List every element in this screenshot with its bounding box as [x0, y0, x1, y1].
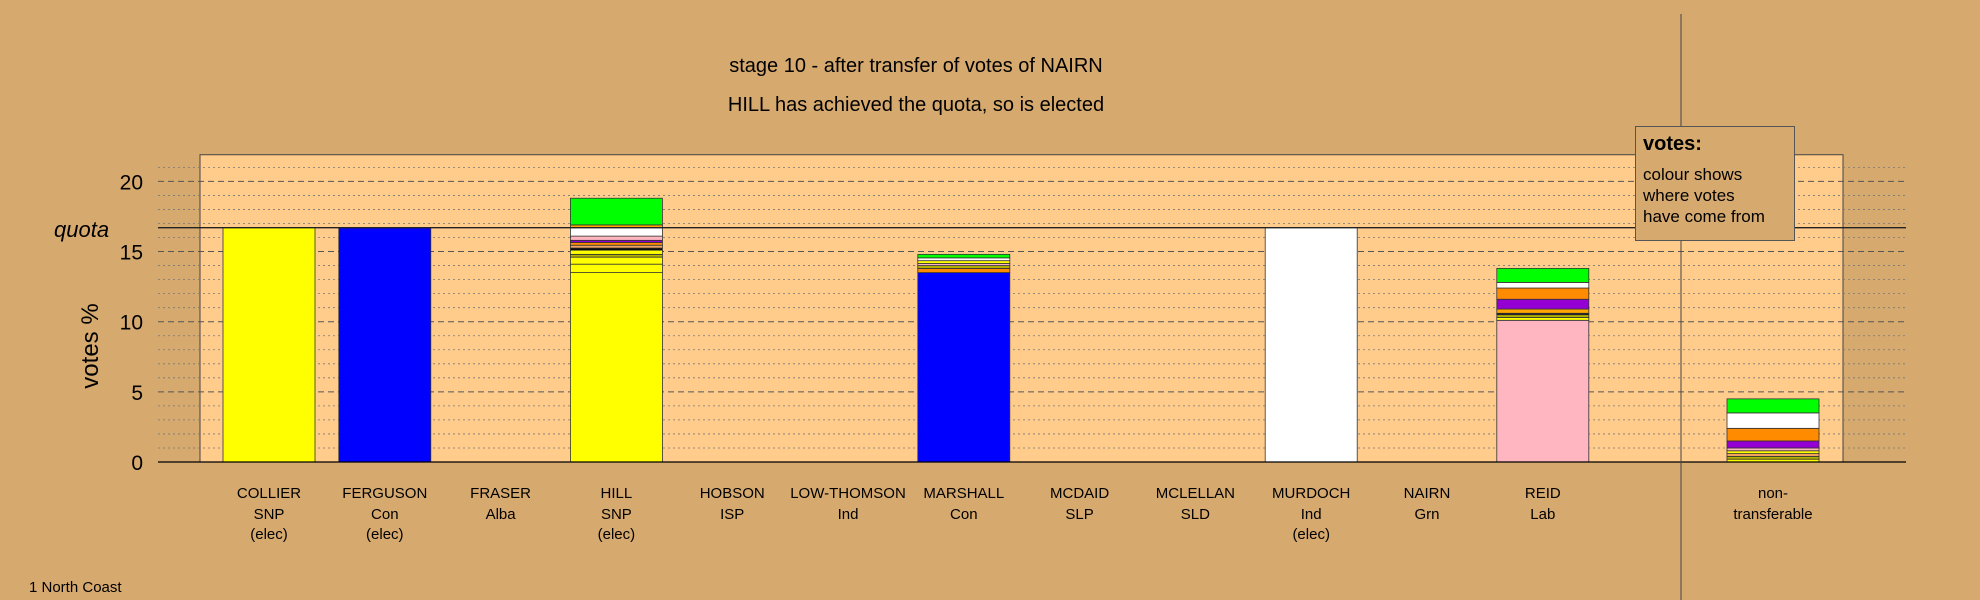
nontransferable-label-2: transferable	[1733, 506, 1812, 523]
y-tick-label: 5	[131, 382, 143, 405]
bar-segment-murdoch	[1264, 227, 1358, 463]
bar-segment-nontransferable	[1726, 440, 1820, 449]
bar-segment-hill	[570, 244, 663, 249]
nontransferable-label-1: non-	[1758, 485, 1788, 502]
candidate-name-label: MCDAID	[1050, 485, 1109, 502]
candidate-party-label: Ind	[838, 506, 859, 523]
legend-box: votes: colour shows where votes have com…	[1635, 126, 1795, 241]
chart-subtitle: HILL has achieved the quota, so is elect…	[728, 94, 1104, 116]
y-tick-label: 0	[131, 452, 143, 475]
bar-segment-nontransferable	[1726, 398, 1820, 414]
bar-segment-marshall	[917, 260, 1011, 264]
candidate-party-label: ISP	[720, 506, 744, 523]
bar-segment-hill	[570, 227, 663, 237]
bar-segment-hill	[570, 235, 663, 241]
quota-label: quota	[54, 217, 109, 242]
candidate-name-label: REID	[1525, 485, 1561, 502]
bar-segment-hill	[570, 272, 663, 463]
y-axis-label: votes %	[77, 303, 104, 388]
y-tick-label: 15	[120, 242, 143, 265]
bar-segment-hill	[570, 256, 663, 265]
bar-segment-hill	[570, 197, 663, 226]
bar-segment-ferguson	[338, 227, 432, 463]
bar-segment-hill	[570, 242, 663, 246]
bar-segment-nontransferable	[1726, 447, 1820, 452]
bar-segment-collier	[222, 227, 316, 463]
candidate-name-label: NAIRN	[1404, 485, 1451, 502]
candidate-name-label: MCLELLAN	[1156, 485, 1235, 502]
bar-segment-marshall	[917, 253, 1011, 259]
bar-segment-marshall	[917, 272, 1011, 463]
bar-segment-hill	[570, 253, 663, 258]
bar-segment-nontransferable	[1726, 453, 1820, 457]
y-tick-label: 20	[120, 171, 143, 194]
footer-constituency: 1 North Coast	[29, 579, 122, 596]
bar-segment-nontransferable	[1726, 412, 1820, 429]
bar-segment-nontransferable	[1726, 455, 1820, 460]
candidate-name-label: HOBSON	[700, 485, 765, 502]
candidate-party-label: Lab	[1530, 506, 1555, 523]
bar-segment-reid	[1496, 319, 1590, 463]
candidate-party-label: Ind	[1301, 506, 1322, 523]
candidate-name-label: MURDOCH	[1272, 485, 1350, 502]
bar-segment-reid	[1496, 267, 1590, 283]
candidate-status-label: (elec)	[250, 526, 288, 543]
bar-segment-hill	[570, 263, 663, 273]
bar-segment-reid	[1496, 314, 1590, 318]
legend-title: votes:	[1643, 133, 1702, 155]
candidate-party-label: SLP	[1065, 506, 1093, 523]
y-tick-label: 10	[120, 312, 143, 335]
bar-segment-reid	[1496, 317, 1590, 321]
candidate-name-label: COLLIER	[237, 485, 301, 502]
candidate-party-label: SNP	[601, 506, 632, 523]
bar-segment-nontransferable	[1726, 427, 1820, 442]
candidate-party-label: Con	[371, 506, 399, 523]
candidate-name-label: LOW-THOMSON	[790, 485, 906, 502]
bar-segment-marshall	[917, 267, 1011, 273]
bar-segment-reid	[1496, 282, 1590, 289]
bar-segment-reid	[1496, 298, 1590, 310]
chart-title: stage 10 - after transfer of votes of NA…	[729, 55, 1103, 77]
plot-panel	[199, 154, 1844, 463]
candidate-party-label: Alba	[486, 506, 517, 523]
candidate-name-label: HILL	[601, 485, 633, 502]
bar-segment-marshall	[917, 265, 1011, 269]
bar-segment-reid	[1496, 308, 1590, 314]
bar-segment-reid	[1496, 287, 1590, 300]
candidate-party-label: SLD	[1181, 506, 1210, 523]
bar-segment-marshall	[917, 257, 1011, 262]
bar-segment-hill	[570, 249, 663, 255]
candidate-party-label: SNP	[254, 506, 285, 523]
candidate-name-label: FERGUSON	[342, 485, 427, 502]
legend-line-3: have come from	[1643, 207, 1765, 226]
candidate-party-label: Grn	[1414, 506, 1439, 523]
candidate-name-label: MARSHALL	[923, 485, 1004, 502]
candidate-party-label: Con	[950, 506, 978, 523]
candidate-status-label: (elec)	[366, 526, 404, 543]
candidate-name-label: FRASER	[470, 485, 531, 502]
bar-segment-nontransferable	[1726, 450, 1820, 454]
legend-line-1: colour shows	[1643, 165, 1743, 184]
candidate-status-label: (elec)	[1292, 526, 1330, 543]
legend-line-2: where votes	[1643, 186, 1735, 205]
candidate-status-label: (elec)	[598, 526, 636, 543]
